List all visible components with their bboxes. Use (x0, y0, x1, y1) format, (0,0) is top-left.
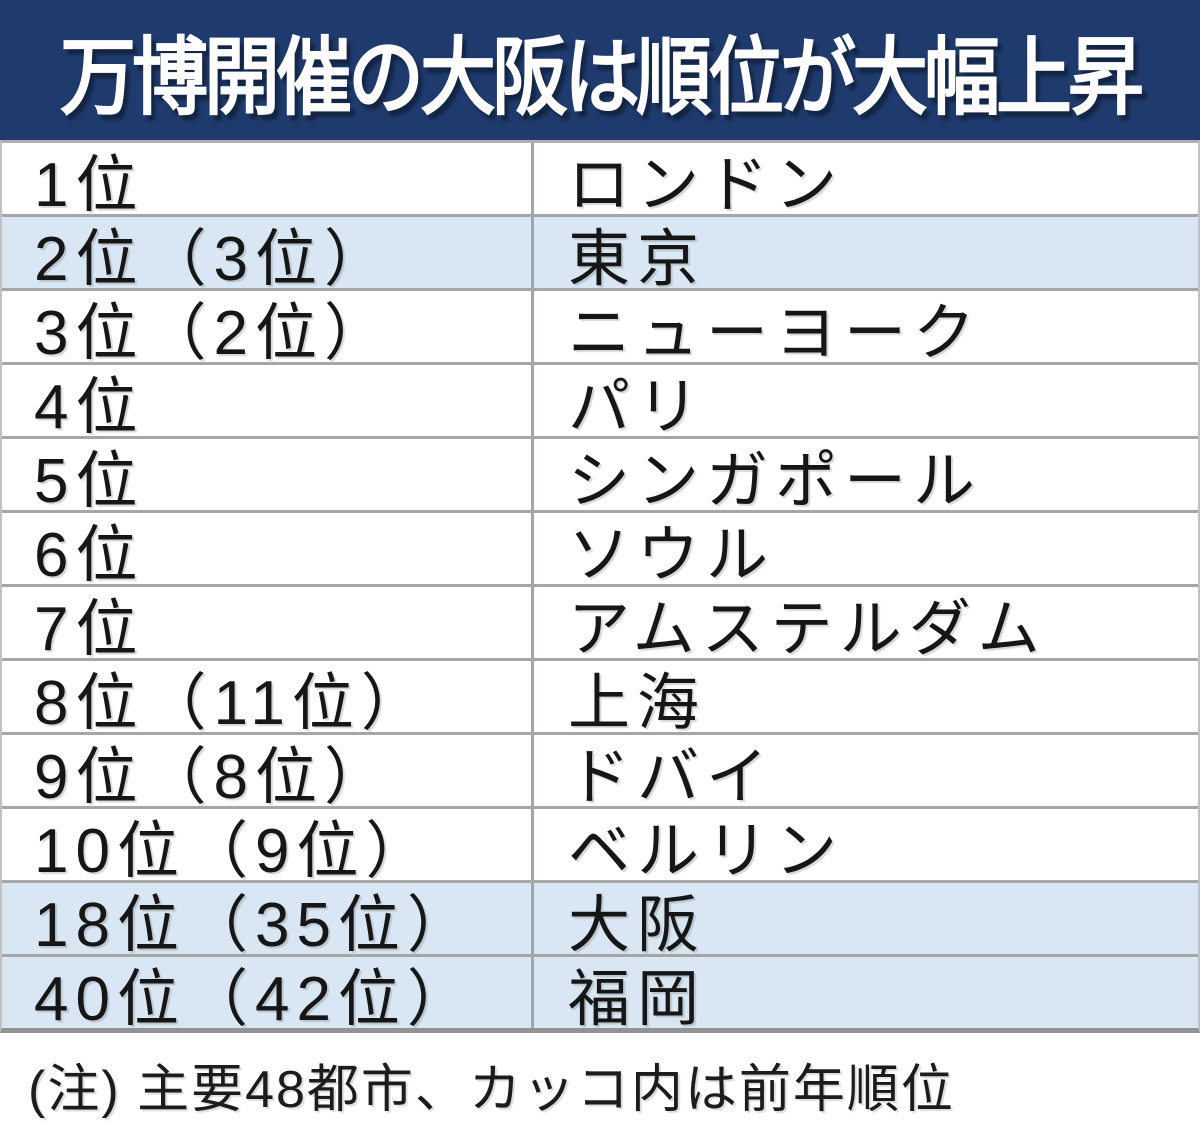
rank-cell: 8位（11位） (2, 661, 534, 732)
figure-title-bar: 万博開催の大阪は順位が大幅上昇 (0, 0, 1200, 140)
rank-cell: 7位 (2, 587, 534, 658)
figure-title: 万博開催の大阪は順位が大幅上昇 (60, 30, 1144, 126)
city-cell: 大阪 (568, 890, 707, 955)
rank-cell: 10位（9位） (2, 809, 534, 880)
table-row: 40位（42位） 福岡 (2, 957, 1198, 1028)
rank-cell: 4位 (2, 365, 534, 436)
city-cell: パリ (568, 372, 707, 437)
city-cell: ニューヨーク (568, 298, 983, 363)
rank-cell: 18位（35位） (2, 883, 534, 954)
rank-cell: 6位 (2, 513, 534, 584)
table-row: 9位（8位） ドバイ (2, 735, 1198, 809)
city-cell: アムステルダム (568, 594, 1047, 659)
rank-cell: 9位（8位） (2, 735, 534, 806)
city-cell: ベルリン (568, 816, 845, 881)
rank-cell: 1位 (2, 143, 534, 214)
ranking-table: 1位 ロンドン 2位（3位） 東京 3位（2位） ニューヨーク 4位 パリ 5位… (0, 140, 1200, 1033)
rank-cell: 3位（2位） (2, 291, 534, 362)
city-cell: シンガポール (568, 446, 983, 511)
city-cell: 福岡 (568, 964, 707, 1029)
rank-cell: 40位（42位） (2, 957, 534, 1028)
city-cell: 東京 (568, 224, 707, 289)
table-row: 4位 パリ (2, 365, 1198, 439)
table-row: 10位（9位） ベルリン (2, 809, 1198, 883)
table-row: 18位（35位） 大阪 (2, 883, 1198, 957)
rank-cell: 5位 (2, 439, 534, 510)
table-row: 3位（2位） ニューヨーク (2, 291, 1198, 365)
footnote: (注) 主要48都市、カッコ内は前年順位 (28, 1061, 955, 1119)
city-cell: ロンドン (568, 150, 845, 215)
city-cell: ソウル (568, 520, 776, 585)
table-row: 5位 シンガポール (2, 439, 1198, 513)
table-row: 7位 アムステルダム (2, 587, 1198, 661)
table-row: 8位（11位） 上海 (2, 661, 1198, 735)
table-row: 2位（3位） 東京 (2, 217, 1198, 291)
rank-cell: 2位（3位） (2, 217, 534, 288)
city-cell: 上海 (568, 668, 707, 733)
table-row: 6位 ソウル (2, 513, 1198, 587)
city-cell: ドバイ (568, 742, 776, 807)
table-row: 1位 ロンドン (2, 143, 1198, 217)
